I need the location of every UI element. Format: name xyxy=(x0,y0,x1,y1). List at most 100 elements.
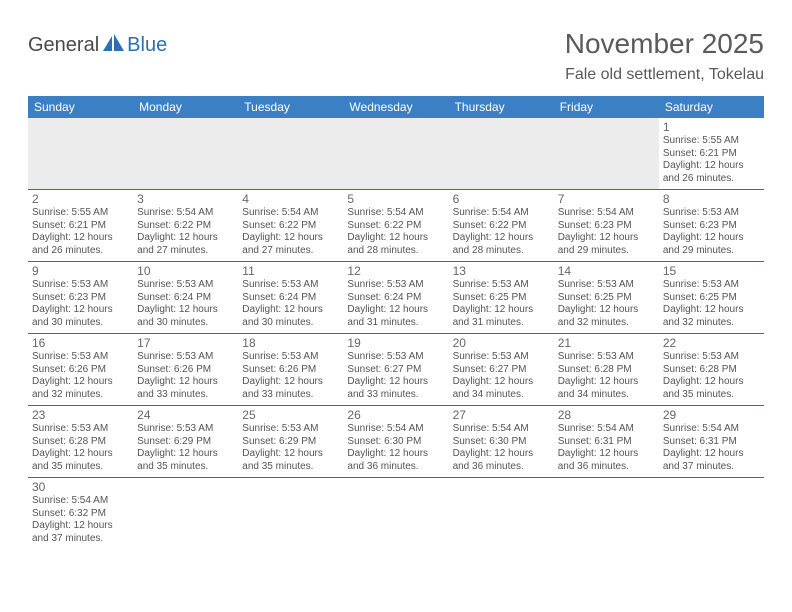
day-info-line: Sunrise: 5:53 AM xyxy=(663,207,760,220)
day-info-line: Sunset: 6:22 PM xyxy=(347,220,444,233)
day-info-line: Sunset: 6:24 PM xyxy=(137,292,234,305)
day-info-line: Sunset: 6:22 PM xyxy=(137,220,234,233)
day-info-line: Daylight: 12 hours xyxy=(347,232,444,245)
day-info-line: Sunrise: 5:55 AM xyxy=(32,207,129,220)
day-info-line: Sunrise: 5:53 AM xyxy=(32,279,129,292)
calendar-cell xyxy=(238,118,343,190)
day-info-line: Sunset: 6:25 PM xyxy=(663,292,760,305)
calendar-cell: 5Sunrise: 5:54 AMSunset: 6:22 PMDaylight… xyxy=(343,190,448,262)
day-number: 17 xyxy=(137,336,234,350)
day-info-line: Sunrise: 5:54 AM xyxy=(663,423,760,436)
day-info-line: Sunset: 6:28 PM xyxy=(663,364,760,377)
calendar-cell: 7Sunrise: 5:54 AMSunset: 6:23 PMDaylight… xyxy=(554,190,659,262)
day-info-line: and 32 minutes. xyxy=(32,389,129,402)
day-number: 8 xyxy=(663,192,760,206)
calendar-cell xyxy=(28,118,133,190)
day-number: 22 xyxy=(663,336,760,350)
day-info-line: Sunset: 6:23 PM xyxy=(663,220,760,233)
day-number: 27 xyxy=(453,408,550,422)
day-info-line: Daylight: 12 hours xyxy=(347,448,444,461)
day-info-line: and 31 minutes. xyxy=(453,317,550,330)
day-info-line: Sunset: 6:32 PM xyxy=(32,508,129,521)
day-info-line: Daylight: 12 hours xyxy=(453,376,550,389)
day-info-line: Sunrise: 5:54 AM xyxy=(347,423,444,436)
calendar-table: Sunday Monday Tuesday Wednesday Thursday… xyxy=(28,96,764,549)
day-info-line: and 28 minutes. xyxy=(453,245,550,258)
calendar-cell: 6Sunrise: 5:54 AMSunset: 6:22 PMDaylight… xyxy=(449,190,554,262)
day-info-line: Sunset: 6:26 PM xyxy=(137,364,234,377)
day-info-line: and 35 minutes. xyxy=(32,461,129,474)
day-info-line: Sunset: 6:27 PM xyxy=(347,364,444,377)
day-info-line: and 34 minutes. xyxy=(558,389,655,402)
day-info-line: and 36 minutes. xyxy=(347,461,444,474)
logo: General Blue xyxy=(28,34,167,57)
day-number: 28 xyxy=(558,408,655,422)
day-info-line: Daylight: 12 hours xyxy=(242,232,339,245)
day-number: 20 xyxy=(453,336,550,350)
day-info-line: Sunrise: 5:53 AM xyxy=(663,351,760,364)
day-info-line: Daylight: 12 hours xyxy=(32,448,129,461)
day-number: 24 xyxy=(137,408,234,422)
day-info-line: Sunrise: 5:54 AM xyxy=(347,207,444,220)
calendar-cell xyxy=(133,478,238,550)
calendar-cell xyxy=(659,478,764,550)
calendar-cell xyxy=(343,118,448,190)
day-info-line: Sunset: 6:23 PM xyxy=(558,220,655,233)
day-info-line: Daylight: 12 hours xyxy=(242,448,339,461)
logo-text-general: General xyxy=(28,34,99,57)
calendar-row: 23Sunrise: 5:53 AMSunset: 6:28 PMDayligh… xyxy=(28,406,764,478)
day-number: 13 xyxy=(453,264,550,278)
logo-sail-icon xyxy=(103,34,125,57)
day-number: 19 xyxy=(347,336,444,350)
day-number: 12 xyxy=(347,264,444,278)
calendar-cell: 27Sunrise: 5:54 AMSunset: 6:30 PMDayligh… xyxy=(449,406,554,478)
day-info-line: Sunset: 6:25 PM xyxy=(558,292,655,305)
weekday-header: Sunday xyxy=(28,96,133,118)
day-info-line: and 27 minutes. xyxy=(137,245,234,258)
day-info-line: Sunrise: 5:54 AM xyxy=(453,423,550,436)
day-number: 10 xyxy=(137,264,234,278)
day-number: 21 xyxy=(558,336,655,350)
calendar-cell: 17Sunrise: 5:53 AMSunset: 6:26 PMDayligh… xyxy=(133,334,238,406)
day-info-line: Sunset: 6:29 PM xyxy=(242,436,339,449)
day-info-line: and 34 minutes. xyxy=(453,389,550,402)
day-info-line: and 26 minutes. xyxy=(663,173,760,186)
day-number: 4 xyxy=(242,192,339,206)
day-info-line: Daylight: 12 hours xyxy=(137,448,234,461)
day-info-line: Sunset: 6:22 PM xyxy=(242,220,339,233)
day-info-line: and 30 minutes. xyxy=(242,317,339,330)
calendar-cell: 10Sunrise: 5:53 AMSunset: 6:24 PMDayligh… xyxy=(133,262,238,334)
day-number: 15 xyxy=(663,264,760,278)
day-info-line: Sunset: 6:24 PM xyxy=(242,292,339,305)
weekday-header: Wednesday xyxy=(343,96,448,118)
day-info-line: Sunset: 6:21 PM xyxy=(32,220,129,233)
calendar-cell: 20Sunrise: 5:53 AMSunset: 6:27 PMDayligh… xyxy=(449,334,554,406)
weekday-header: Friday xyxy=(554,96,659,118)
day-number: 9 xyxy=(32,264,129,278)
day-info-line: and 36 minutes. xyxy=(558,461,655,474)
day-info-line: Sunset: 6:31 PM xyxy=(558,436,655,449)
day-info-line: Sunset: 6:29 PM xyxy=(137,436,234,449)
calendar-cell: 2Sunrise: 5:55 AMSunset: 6:21 PMDaylight… xyxy=(28,190,133,262)
calendar-cell: 13Sunrise: 5:53 AMSunset: 6:25 PMDayligh… xyxy=(449,262,554,334)
day-info-line: Daylight: 12 hours xyxy=(558,376,655,389)
day-number: 1 xyxy=(663,120,760,134)
header: General Blue November 2025 Fale old sett… xyxy=(28,28,764,84)
day-info-line: and 32 minutes. xyxy=(663,317,760,330)
day-info-line: and 32 minutes. xyxy=(558,317,655,330)
calendar-cell: 18Sunrise: 5:53 AMSunset: 6:26 PMDayligh… xyxy=(238,334,343,406)
day-info-line: Sunrise: 5:53 AM xyxy=(453,351,550,364)
calendar-cell xyxy=(343,478,448,550)
calendar-cell: 22Sunrise: 5:53 AMSunset: 6:28 PMDayligh… xyxy=(659,334,764,406)
calendar-cell: 16Sunrise: 5:53 AMSunset: 6:26 PMDayligh… xyxy=(28,334,133,406)
day-info-line: and 30 minutes. xyxy=(32,317,129,330)
day-info-line: Sunrise: 5:54 AM xyxy=(137,207,234,220)
day-info-line: Daylight: 12 hours xyxy=(663,232,760,245)
weekday-header: Monday xyxy=(133,96,238,118)
day-number: 16 xyxy=(32,336,129,350)
calendar-cell: 15Sunrise: 5:53 AMSunset: 6:25 PMDayligh… xyxy=(659,262,764,334)
day-info-line: Sunrise: 5:53 AM xyxy=(242,279,339,292)
day-info-line: and 29 minutes. xyxy=(663,245,760,258)
calendar-cell: 8Sunrise: 5:53 AMSunset: 6:23 PMDaylight… xyxy=(659,190,764,262)
day-info-line: Sunrise: 5:53 AM xyxy=(242,423,339,436)
